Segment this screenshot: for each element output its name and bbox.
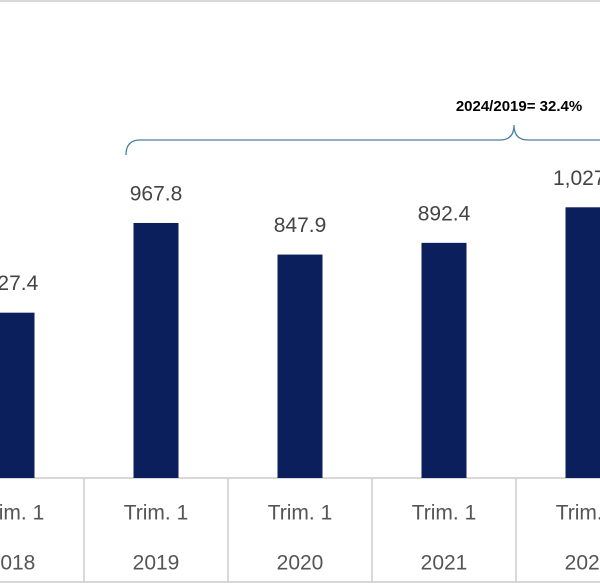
value-label: 1,027.3 xyxy=(553,167,600,190)
value-label: 627.4 xyxy=(0,272,39,295)
bar xyxy=(0,312,35,478)
value-label: 847.9 xyxy=(274,214,327,237)
value-label: 967.8 xyxy=(130,183,183,206)
x-tick-label: Trim. 1 xyxy=(124,502,189,525)
x-group-label: 2019 xyxy=(133,552,180,575)
bar xyxy=(565,207,600,478)
x-tick-label: Trim. 1 xyxy=(0,502,44,525)
x-tick-label: Trim. 1 xyxy=(412,502,477,525)
bar xyxy=(133,222,179,478)
x-group-label: 2021 xyxy=(421,552,468,575)
x-group-label: 2024 xyxy=(565,552,600,575)
brace xyxy=(125,124,600,156)
annotation: 2024/2019= 32.4% xyxy=(456,98,582,115)
x-group-label: 2020 xyxy=(277,552,324,575)
x-tick-label: Trim. 1 xyxy=(556,502,600,525)
value-label: 892.4 xyxy=(418,202,471,225)
bar xyxy=(421,242,467,478)
x-tick-label: Trim. 1 xyxy=(268,502,333,525)
x-group-label: 2018 xyxy=(0,552,35,575)
bar xyxy=(277,254,323,478)
